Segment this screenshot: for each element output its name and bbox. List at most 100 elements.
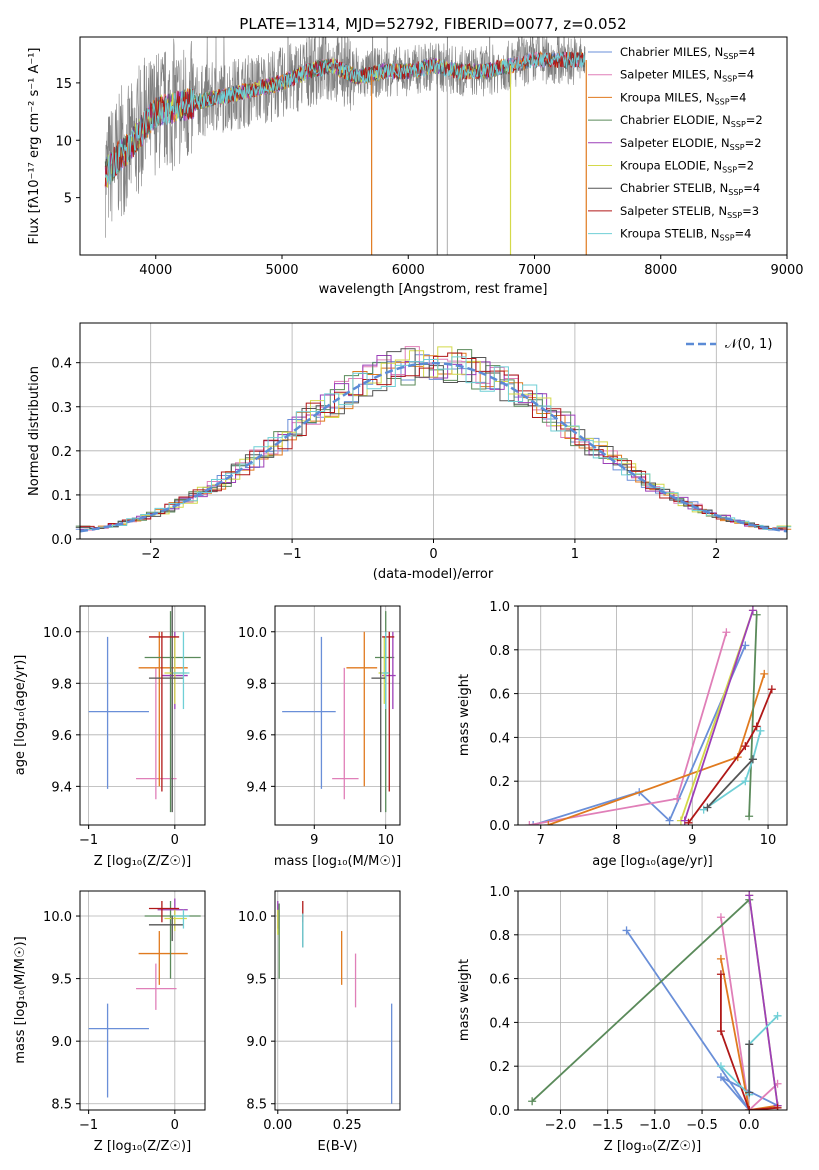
legend-label-kroupa_stelib: Kroupa STELIB, NSSP=4 [620,227,751,243]
age_vs_Z-ytick-label: 9.4 [51,780,72,795]
panel-weight_vs_Z: −2.0 −1.5 −1.0 −0.5 0.0 0.0 0.2 0.4 0.6 0.8 1.0 Z [… [457,885,788,1154]
legend-value: =2 [737,159,754,173]
weight-marker-salpeter_miles [525,821,534,825]
weight_vs_Z-xtick-label: 0.0 [739,1118,760,1133]
mass_vs_EBV-xlabel: E(B-V) [317,1139,357,1154]
weight_vs_age-ytick-label: 0.8 [489,644,510,659]
weight_vs_Z-xtick-label: −2.0 [545,1118,577,1133]
legend-subscript: SSP [730,143,745,152]
age_vs_mass-ytick-label: 9.8 [246,677,267,692]
spectrum-xtick-label: 8000 [644,263,677,278]
weight_vs_age-frame [517,605,788,826]
weight_vs_age-ytick-label: 0.6 [489,688,510,703]
spectrum-ylabel: Flux [fλ10⁻¹⁷ erg cm⁻² s⁻¹ A⁻¹] [27,48,42,245]
weight_vs_age-xtick-label: 10 [760,833,777,848]
age_vs_Z-ytick-label: 9.6 [51,729,72,744]
residuals-xtick-label: 2 [712,547,720,562]
weight-marker-salpeter_stelib [752,722,761,731]
legend-label-chabrier_stelib: Chabrier STELIB, NSSP=4 [620,181,760,197]
weight-marker-kroupa_stelib [773,1011,782,1020]
weight-line-chabrier_stelib [706,758,754,809]
age_vs_mass-marks [282,606,396,813]
spectrum-xtick-label: 4000 [139,263,172,278]
weight_vs_age-xtick-label: 8 [612,833,620,848]
residuals-ylabel: Normed distribution [27,366,42,496]
panel-age_vs_mass: 9 10 9.4 9.6 9.8 10.0 mass [log₁₀(M/M☉)] [238,605,401,869]
residuals-panel: −2 −1 0 1 2 0.0 0.1 0.2 0.3 0.4 (data-model)/erro… [27,322,792,582]
weight-line-salpeter_elodie [748,895,779,1106]
legend-label-chabrier_elodie: Chabrier ELODIE, NSSP=2 [620,113,763,129]
mass_vs_EBV-ytick-label: 9.0 [246,1035,267,1050]
mass_vs_Z-xlabel: Z [log₁₀(Z/Z☉)] [94,1139,191,1154]
weight_vs_Z-xtick-label: −0.5 [686,1118,718,1133]
residuals-ytick-label: 0.2 [51,445,72,460]
age_vs_mass-xtick-label: 10 [377,833,394,848]
observed-spectrum-line [105,37,586,238]
residuals-ytick-label: 0.0 [51,533,72,548]
weight-marker-kroupa_miles [760,669,769,678]
panel-weight_vs_age: 7 8 9 10 0.0 0.2 0.4 0.6 0.8 1.0 age [log₁₀(age/yr… [457,600,788,869]
residuals-xlabel: (data-model)/error [373,567,494,582]
age_vs_mass-xtick-label: 9 [310,833,318,848]
legend-label-salpeter_miles: Salpeter MILES, NSSP=4 [620,68,754,84]
legend-label-kroupa_elodie: Kroupa ELODIE, NSSP=2 [620,159,754,175]
weight-marker-chabrier_miles [622,926,631,935]
legend-label-salpeter_stelib: Salpeter STELIB, NSSP=3 [620,204,759,220]
weight-marker-salpeter_stelib [773,1103,782,1110]
weight-marker-chabrier_miles [741,641,750,650]
legend-subscript: SSP [723,52,738,61]
age_vs_mass-ytick-label: 9.4 [246,780,267,795]
weight_vs_Z-ytick-label: 1.0 [489,885,510,900]
legend-subscript: SSP [722,166,737,175]
small-panels: −1 0 9.4 9.6 9.8 10.0 Z [log₁₀(Z/Z☉)] age [log₁… [13,600,788,1154]
spectrum-xtick-label: 6000 [392,263,425,278]
weight-marker-chabrier_stelib [748,755,757,764]
age_vs_Z-xtick-label: −1 [79,833,98,848]
residuals-xtick-label: 1 [571,547,579,562]
spectrum-ytick-label: 10 [55,134,72,149]
mass_vs_Z-ylabel: mass [log₁₀(M/M☉)] [13,936,28,1063]
weight_vs_age-ytick-label: 0.0 [489,819,510,834]
weight_vs_Z-xlabel: Z [log₁₀(Z/Z☉)] [604,1139,701,1154]
weight_vs_age-ylabel: mass weight [457,674,472,756]
weight-marker-salpeter_miles [716,913,725,922]
weight-marker-kroupa_stelib [756,726,765,735]
legend-subscript: SSP [728,188,743,197]
age_vs_mass-xlabel: mass [log₁₀(M/M☉)] [274,854,401,869]
age_vs_mass-frame [274,605,401,826]
age_vs_mass-ytick-label: 9.6 [246,729,267,744]
weight_vs_Z-frame [517,890,788,1111]
weight_vs_age-xtick-label: 9 [688,833,696,848]
normal-curve [79,361,788,533]
age_vs_Z-ylabel: age [log₁₀(age/yr)] [13,655,28,776]
mass_vs_Z-ytick-label: 10.0 [43,910,72,925]
mass_vs_Z-ytick-label: 8.5 [51,1098,72,1113]
panel-mass_vs_EBV: 0.00 0.25 8.5 9.0 9.5 10.0 E(B-V) [238,890,401,1154]
weight-marker-chabrier_stelib [745,1088,754,1097]
legend-value: =4 [735,227,752,241]
weight_vs_Z-ytick-label: 0.2 [489,1060,510,1075]
mass_vs_Z-frame [79,890,206,1111]
age_vs_Z-frame [79,605,206,826]
weight-marker-salpeter_stelib [741,742,750,751]
spectrum-title: PLATE=1314, MJD=52792, FIBERID=0077, z=0… [239,15,626,33]
weight_vs_age-xtick-label: 7 [537,833,545,848]
weight_vs_Z-ytick-label: 0.4 [489,1016,510,1031]
mass_vs_EBV-ytick-label: 9.5 [246,973,267,988]
mass_vs_Z-xtick-label: 0 [171,1118,179,1133]
weight_vs_Z-ytick-label: 0.8 [489,929,510,944]
legend-subscript: SSP [727,211,742,220]
mass_vs_EBV-ytick-label: 8.5 [246,1098,267,1113]
weight_vs_Z-marks [528,891,782,1110]
mass_vs_EBV-marks [277,901,393,1104]
weight-line-salpeter_miles [720,917,779,1110]
weight-line-salpeter_elodie [683,610,754,821]
legend-subscript: SSP [722,75,737,84]
spectrum-legend: Chabrier MILES, NSSP=4 Salpeter MILES, NS… [588,45,763,243]
legend-value: =2 [746,113,763,127]
weight_vs_Z-ytick-label: 0.0 [489,1104,510,1119]
age_vs_Z-ytick-label: 10.0 [43,626,72,641]
weight-marker-kroupa_stelib [741,777,750,786]
legend-value: =3 [742,204,759,218]
